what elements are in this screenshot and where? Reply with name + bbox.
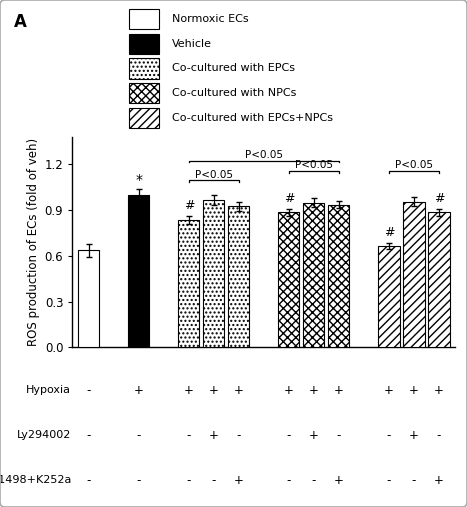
Text: +: +	[284, 384, 294, 396]
Text: -: -	[86, 429, 91, 442]
Text: Normoxic ECs: Normoxic ECs	[172, 14, 248, 24]
Text: A: A	[14, 13, 27, 31]
Bar	[278, 212, 299, 347]
Text: +: +	[309, 384, 319, 396]
Text: #: #	[283, 192, 294, 205]
Bar	[428, 212, 450, 347]
Bar	[378, 246, 400, 347]
Text: +: +	[334, 384, 344, 396]
Bar	[128, 195, 149, 347]
Text: #: #	[184, 199, 194, 212]
Text: -: -	[187, 474, 191, 487]
Text: +: +	[409, 384, 419, 396]
Text: #: #	[434, 192, 444, 205]
Text: -: -	[136, 429, 141, 442]
Text: -: -	[212, 474, 216, 487]
Bar	[78, 250, 99, 347]
Text: -: -	[187, 429, 191, 442]
Text: -: -	[387, 474, 391, 487]
FancyBboxPatch shape	[129, 9, 159, 29]
FancyBboxPatch shape	[129, 83, 159, 103]
Text: +: +	[384, 384, 394, 396]
Text: +: +	[334, 474, 344, 487]
Text: -: -	[86, 474, 91, 487]
Text: +: +	[409, 429, 419, 442]
Text: +: +	[134, 384, 144, 396]
FancyBboxPatch shape	[129, 33, 159, 54]
Text: Vehicle: Vehicle	[172, 39, 212, 49]
FancyBboxPatch shape	[129, 58, 159, 79]
Text: P<0.05: P<0.05	[245, 150, 283, 160]
Text: +: +	[234, 474, 244, 487]
Text: Hypoxia: Hypoxia	[26, 385, 71, 395]
Text: Co-cultured with EPCs+NPCs: Co-cultured with EPCs+NPCs	[172, 113, 333, 123]
Text: -: -	[412, 474, 416, 487]
Bar	[178, 220, 199, 347]
Bar	[303, 203, 325, 347]
Text: +: +	[234, 384, 244, 396]
Text: -: -	[437, 429, 441, 442]
Bar	[203, 200, 225, 347]
Text: *: *	[135, 173, 142, 187]
Text: Ly294002: Ly294002	[17, 430, 71, 440]
Text: +: +	[309, 429, 319, 442]
Text: -: -	[287, 429, 291, 442]
Bar	[403, 202, 425, 347]
Text: P<0.05: P<0.05	[395, 160, 433, 170]
Text: -: -	[337, 429, 341, 442]
Text: +: +	[434, 384, 444, 396]
Text: -: -	[237, 429, 241, 442]
Text: -: -	[136, 474, 141, 487]
Text: +: +	[434, 474, 444, 487]
Bar	[228, 206, 249, 347]
Text: -: -	[287, 474, 291, 487]
Text: Su1498+K252a: Su1498+K252a	[0, 476, 71, 485]
Text: +: +	[209, 384, 219, 396]
Text: #: #	[384, 226, 394, 239]
Text: P<0.05: P<0.05	[195, 169, 233, 179]
Text: P<0.05: P<0.05	[295, 160, 333, 170]
Bar	[328, 205, 349, 347]
FancyBboxPatch shape	[129, 107, 159, 128]
Text: -: -	[387, 429, 391, 442]
Y-axis label: ROS production of ECs (fold of veh): ROS production of ECs (fold of veh)	[28, 138, 41, 346]
Text: -: -	[86, 384, 91, 396]
Text: Co-cultured with EPCs: Co-cultured with EPCs	[172, 63, 295, 74]
Text: +: +	[184, 384, 194, 396]
Text: Co-cultured with NPCs: Co-cultured with NPCs	[172, 88, 296, 98]
Text: +: +	[209, 429, 219, 442]
Text: -: -	[311, 474, 316, 487]
